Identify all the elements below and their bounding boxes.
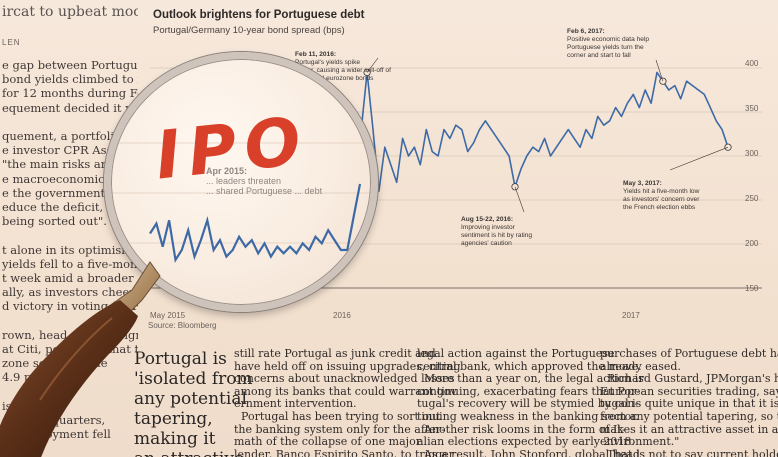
left-body-line: yields fell to a five-month (2, 256, 138, 271)
left-body-line: e the government is (2, 185, 119, 200)
marker-aug-2016-leader (514, 186, 525, 213)
left-body-line: t alone in its optimism. P (2, 242, 138, 257)
annotation-feb-2016-date: Feb 11, 2016: (295, 51, 337, 58)
annotation-feb-2017: Feb 6, 2017: Positive economic data help … (567, 28, 649, 60)
article-column-1: still rate Portugal as junk credit and h… (234, 347, 461, 457)
left-body-line: "the main risks are bel (2, 157, 135, 172)
left-byline: LEN (2, 38, 21, 47)
annotation-aug-2016: Aug 15-22, 2016: Improving investor senti… (461, 216, 532, 248)
article-headline: Portugal is 'isolated from any potential… (134, 349, 253, 457)
left-body-line: educe the deficit, the bank (2, 200, 138, 214)
y-tick-300: 300 (745, 149, 759, 158)
y-tick-250: 250 (745, 194, 759, 203)
left-body-line: e macroeconomic dyna (2, 171, 137, 186)
x-tick-2016: 2016 (333, 311, 351, 320)
y-tick-350: 350 (745, 104, 759, 113)
chart-source: Source: Bloomberg (148, 321, 217, 330)
left-body-line: t week amid a broader European (2, 271, 138, 285)
chart-subtitle: Portugal/Germany 10-year bond spread (bp… (153, 25, 345, 36)
left-body-line: bond yields climbed to its high- (2, 72, 138, 87)
left-body-line: being sorted out". (2, 214, 107, 229)
left-body-line: for 12 months during February, (2, 86, 138, 101)
left-headline: ircat to upbeat mood (2, 4, 138, 20)
annotation-feb-2017-text: Positive economic data help Portuguese y… (567, 36, 650, 59)
x-tick-2017: 2017 (622, 311, 640, 320)
left-body-line: quement, a portfolio manag (2, 129, 138, 143)
y-tick-150: 150 (745, 284, 759, 293)
annotation-aug-2016-date: Aug 15-22, 2016: (461, 216, 514, 223)
x-tick-may-2015: May 2015 (150, 311, 186, 320)
annotation-may-2017-text: Yields hit a five-month low as investors… (623, 188, 700, 211)
left-body-line: e investor CPR Asset Mana (2, 143, 138, 158)
y-tick-400: 400 (745, 59, 759, 68)
marker-feb-2016-leader (366, 57, 379, 73)
left-body-line: equement decided it was time (2, 100, 138, 115)
annotation-may-2017-date: May 3, 2017: (623, 180, 662, 187)
article-column-2: legal action against the Portuguese cent… (417, 347, 644, 457)
magnifier-rim (104, 52, 378, 312)
y-tick-200: 200 (745, 239, 759, 248)
annotation-may-2017: May 3, 2017: Yields hit a five-month low … (623, 180, 699, 212)
annotation-feb-2017-date: Feb 6, 2017: (567, 28, 605, 35)
handle-highlight (39, 317, 113, 401)
chart-title: Outlook brightens for Portuguese debt (153, 9, 365, 21)
left-body-line: e gap between Portuguese and (2, 58, 138, 72)
marker-may-2017-leader (669, 146, 729, 171)
handle-wood (0, 300, 138, 457)
annotation-aug-2016-text: Improving investor sentiment is hit by r… (461, 224, 533, 247)
marker-feb-2017-leader (655, 59, 664, 82)
left-body-line: ally, as investors cheered Emmanuel (2, 285, 138, 300)
article-column-3: purchases of Portuguese debt have alread… (600, 347, 778, 457)
